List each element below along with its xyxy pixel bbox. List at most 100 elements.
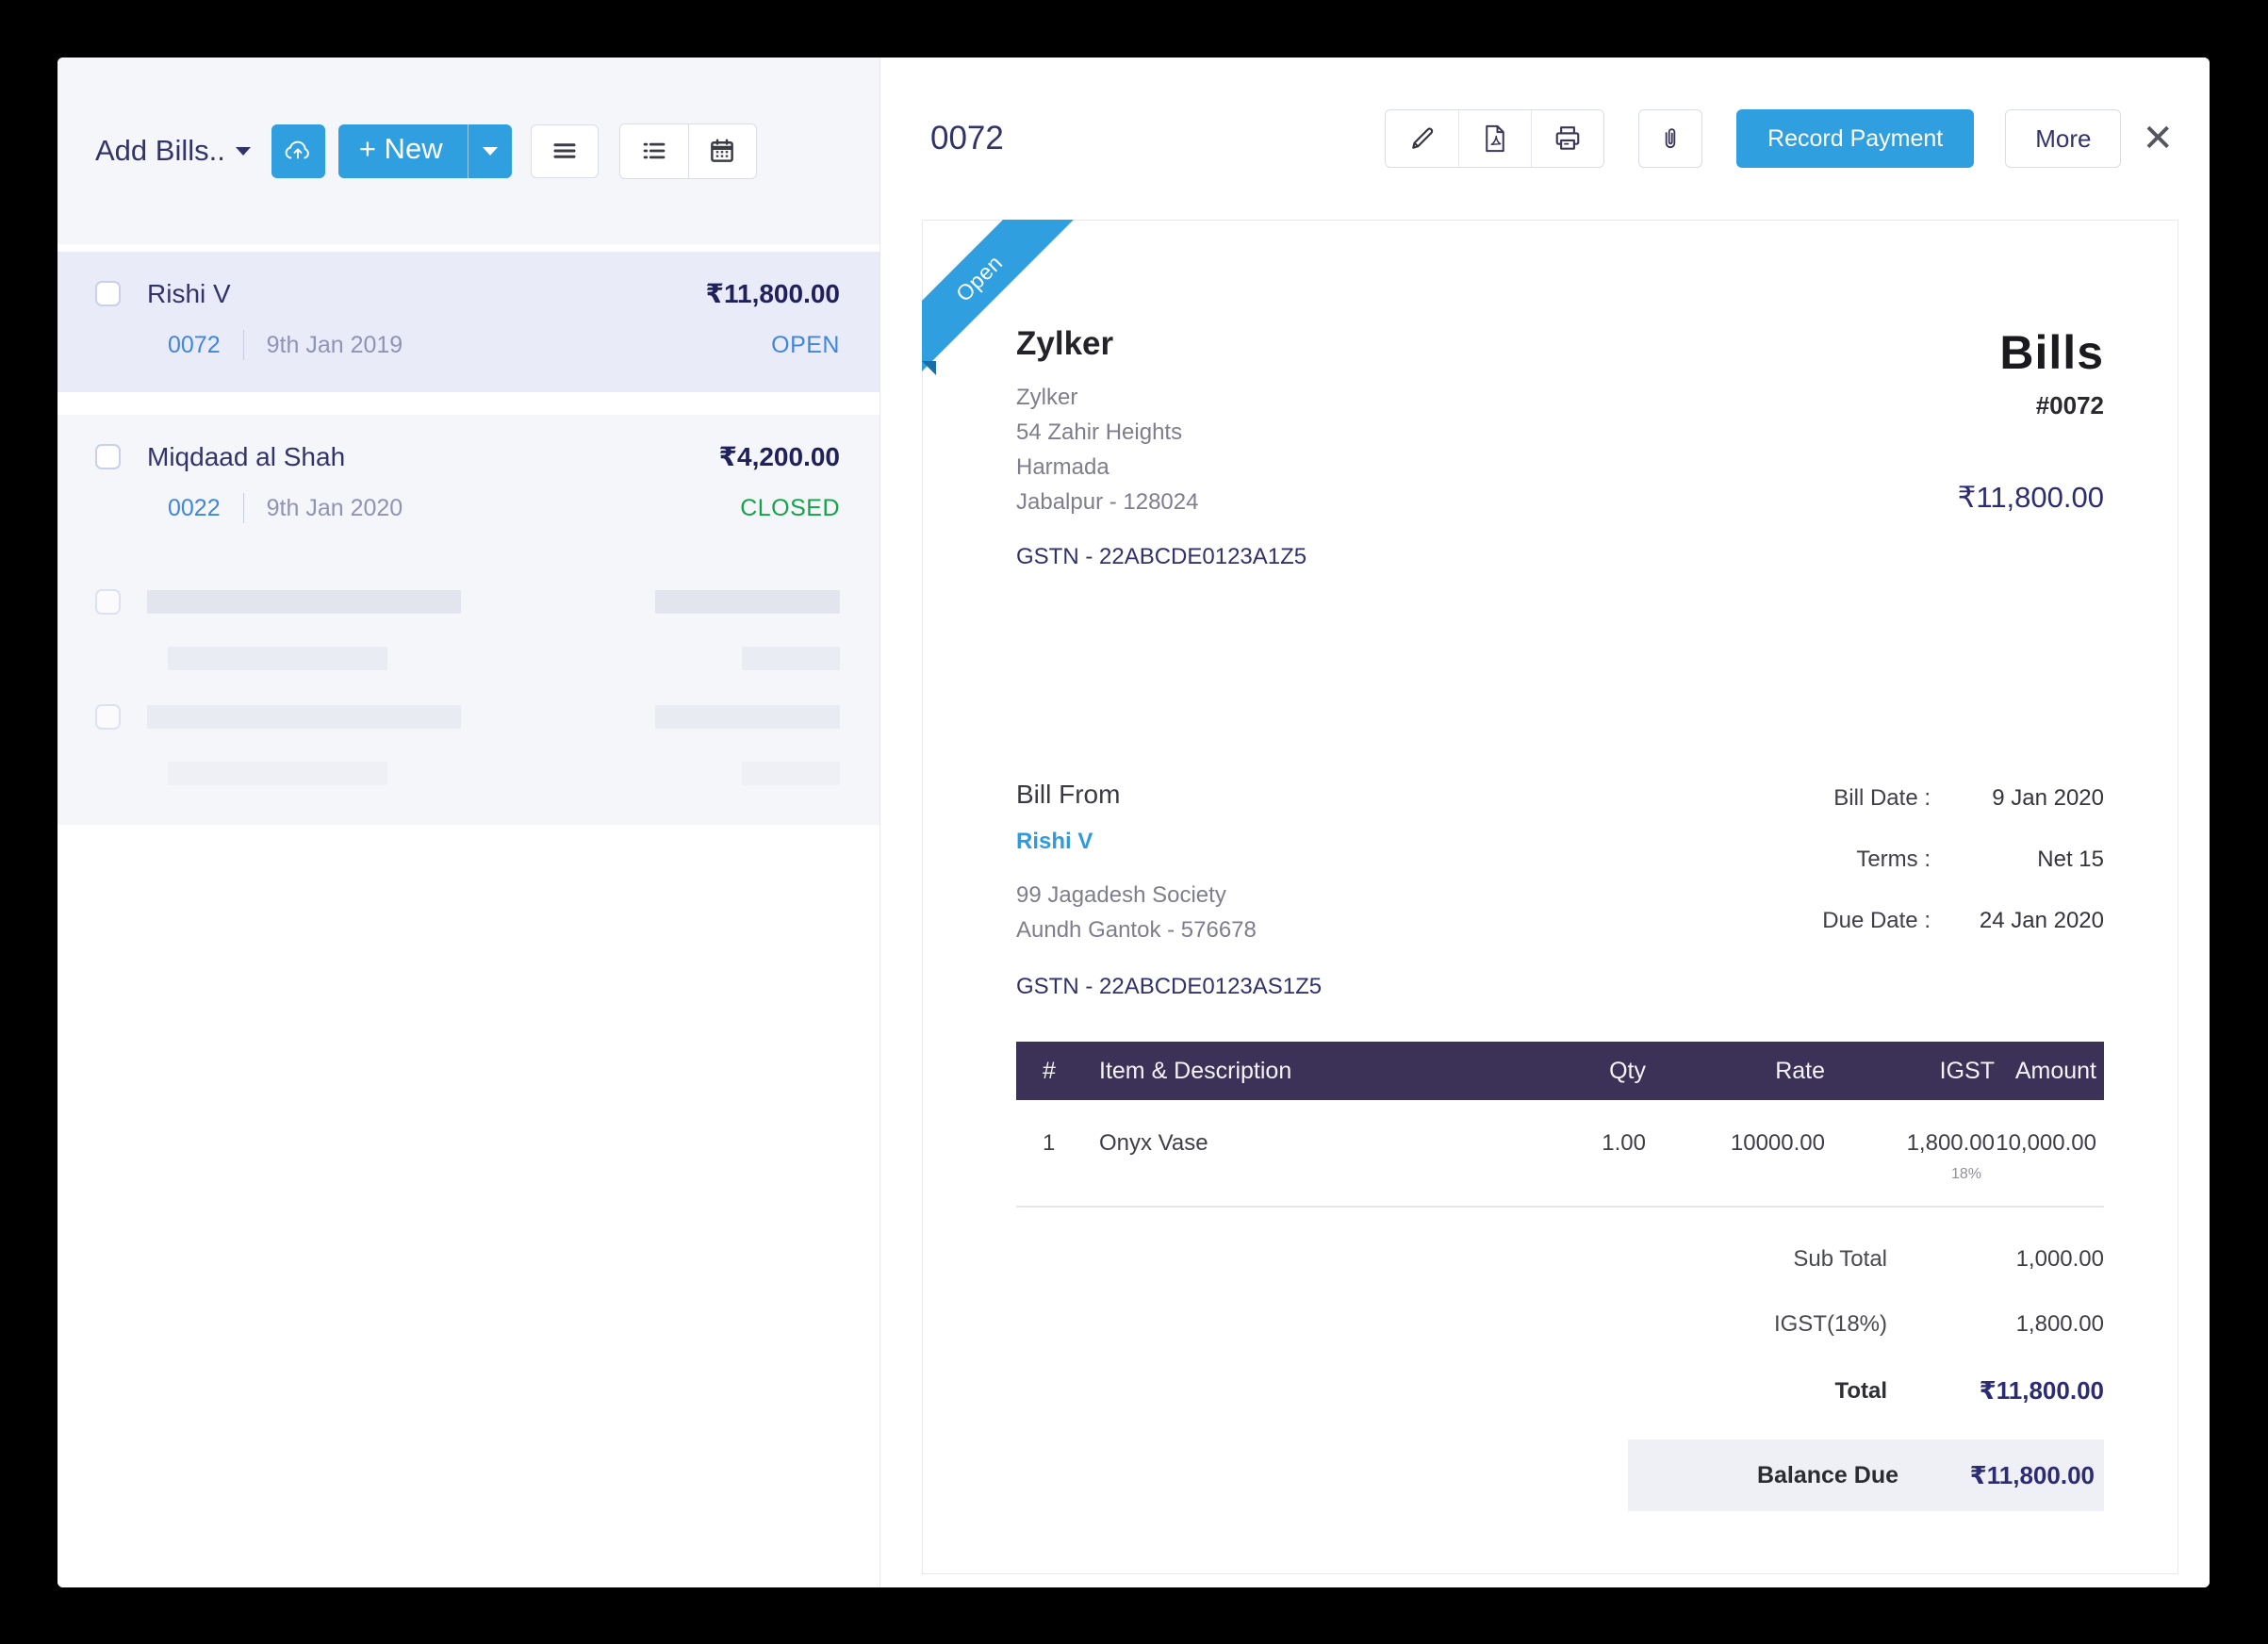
bill-amount: ₹4,200.00 [718,442,840,471]
meta-label: Terms : [1856,847,1931,872]
cell-item: Onyx Vase [1099,1130,1208,1156]
org-address-line: Harmada [1016,454,1109,480]
add-bills-dropdown[interactable]: Add Bills.. [95,134,251,168]
bill-list-item-0022[interactable]: Miqdaad al Shah ₹4,200.00 0022 9th Jan 2… [58,415,879,555]
meta-label: Due Date : [1822,908,1931,933]
skeleton-bar [655,590,840,614]
vendor-gstn: GSTN - 22ABCDE0123AS1Z5 [1016,974,1323,999]
ribbon-fold [922,361,936,375]
col-header-qty: Qty [1495,1042,1646,1100]
bill-list-item-0072[interactable]: Rishi V ₹11,800.00 0072 9th Jan 2019 OPE… [58,252,879,392]
skeleton-bar [742,762,840,785]
skeleton-bar [147,590,461,614]
doc-actions-group [1385,109,1605,168]
upload-bills-button[interactable] [271,123,325,178]
status-badge: OPEN [771,331,840,358]
org-gstn: GSTN - 22ABCDE0123A1Z5 [1016,544,1307,569]
org-address-line: Zylker [1016,385,1078,410]
bills-list-panel: Add Bills.. + New [58,58,880,1587]
totals-section: Sub Total 1,000.00 IGST(18%) 1,800.00 To… [1016,1246,2104,1406]
more-label: More [2035,123,2092,153]
hamburger-icon [551,137,579,165]
bill-item-row1: Rishi V ₹11,800.00 [95,278,840,309]
bill-from-block: Bill From Rishi V 99 Jagadesh Society Au… [1016,780,1322,1000]
bill-date: 9th Jan 2020 [266,494,403,521]
view-toggle-group [618,123,757,179]
document-title-block: Bills #0072 ₹11,800.00 [1958,325,2104,570]
balance-due-value: ₹11,800.00 [1969,1460,2095,1489]
close-button[interactable]: ✕ [2142,118,2174,159]
new-bill-button[interactable]: + New [337,123,468,178]
col-header-amount: Amount [1995,1042,2104,1100]
bill-from-label: Bill From [1016,780,1121,809]
table-divider [1016,1206,2104,1208]
bill-checkbox[interactable] [95,444,121,469]
total-label: Total [1834,1377,1887,1404]
org-block: Zylker Zylker 54 Zahir Heights Harmada J… [1016,325,1307,570]
document-number: #0072 [2035,391,2104,419]
igst-row: IGST(18%) 1,800.00 [1016,1311,2104,1338]
bill-item-row1: Miqdaad al Shah ₹4,200.00 [95,441,840,472]
cell-qty: 1.00 [1602,1130,1646,1156]
skeleton-row [58,670,879,785]
bills-list-header: Add Bills.. + New [58,58,879,244]
table-header-row: # Item & Description Qty Rate IGST Amoun… [1016,1042,2104,1100]
list-view-button[interactable] [619,123,688,178]
skeleton-bar [147,705,461,729]
chevron-down-icon [235,146,251,156]
table-row: 1 Onyx Vase 1.00 10000.00 1,800.00 18% 1… [1016,1100,2104,1183]
bill-amount: ₹11,800.00 [705,279,840,308]
meta-value: Net 15 [2037,847,2104,872]
list-view-icon [640,137,668,165]
bill-from-section: Bill From Rishi V 99 Jagadesh Society Au… [1016,780,2104,1000]
cell-amount: 10,000.00 [1996,1130,2096,1156]
new-bill-label: + New [358,132,443,165]
calendar-icon [708,137,736,165]
bill-detail-header: 0072 [880,58,2210,220]
printer-icon [1553,124,1582,153]
pdf-file-icon [1482,124,1508,153]
print-button[interactable] [1531,110,1604,167]
divider [242,330,244,360]
org-address: Zylker 54 Zahir Heights Harmada Jabalpur… [1016,380,1307,519]
org-address-line: 54 Zahir Heights [1016,419,1183,445]
bill-meta-block: Bill Date : 9 Jan 2020 Terms : Net 15 Du… [1822,780,2104,1000]
new-bill-split-button: + New [337,123,512,178]
subtotal-row: Sub Total 1,000.00 [1016,1246,2104,1273]
meta-label: Bill Date : [1833,785,1931,811]
total-label: IGST(18%) [1773,1311,1887,1337]
divider [242,493,244,523]
igst-percent: 18% [1950,1166,1981,1182]
cell-igst: 1,800.00 18% [1825,1100,1995,1183]
bill-vendor: Rishi V [147,278,231,308]
calendar-view-button[interactable] [687,123,756,178]
cloud-upload-icon [283,136,313,166]
collapsed-view-button[interactable] [530,123,599,178]
edit-button[interactable] [1386,110,1459,167]
meta-value: 9 Jan 2020 [1992,785,2104,811]
more-button[interactable]: More [2005,109,2122,168]
cell-rate: 10000.00 [1730,1130,1825,1156]
bill-checkbox [95,704,121,730]
document-header: Zylker Zylker 54 Zahir Heights Harmada J… [1016,221,2104,570]
pdf-button[interactable] [1458,110,1532,167]
vendor-link[interactable]: Rishi V [1016,829,1093,854]
new-bill-dropdown-button[interactable] [467,123,512,178]
total-value: ₹11,800.00 [1979,1376,2104,1405]
skeleton-bar [168,762,387,785]
page-title: 0072 [930,120,1004,156]
document-title: Bills [1999,326,2104,379]
line-items-table: # Item & Description Qty Rate IGST Amoun… [1016,1042,2104,1183]
meta-row: Terms : Net 15 [1822,847,2104,873]
cell-index: 1 [1043,1130,1056,1156]
bill-checkbox[interactable] [95,281,121,306]
bill-date: 9th Jan 2019 [266,331,403,358]
bill-checkbox [95,589,121,615]
record-payment-button[interactable]: Record Payment [1736,109,1975,168]
bill-document: Open Zylker Zylker 54 Zahir Heights Harm… [922,220,2178,1574]
open-status-ribbon: Open [922,220,1084,384]
pencil-icon [1408,124,1437,153]
balance-due-row: Balance Due ₹11,800.00 [1628,1439,2104,1511]
meta-row: Bill Date : 9 Jan 2020 [1822,785,2104,812]
attachments-button[interactable] [1638,109,1703,168]
